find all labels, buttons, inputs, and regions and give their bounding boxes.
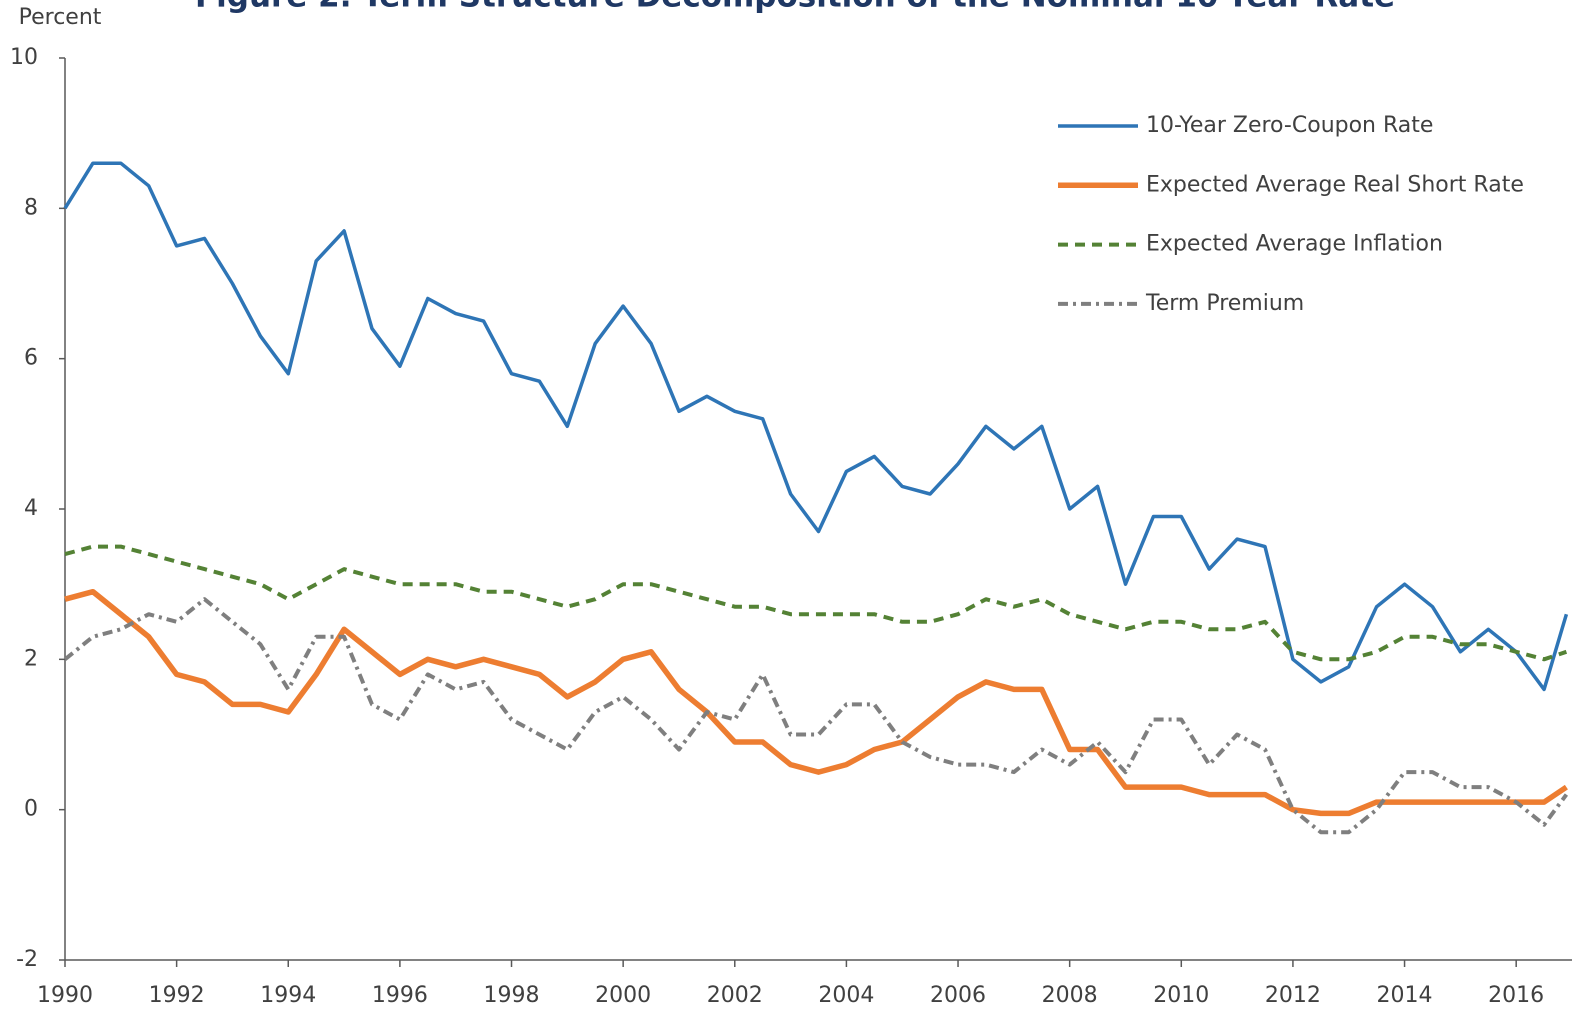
series-line: [63, 161, 1569, 692]
series-line: [64, 544, 1568, 662]
legend-label: 10-Year Zero-Coupon Rate: [1146, 113, 1433, 138]
x-tick-label: 2012: [1265, 983, 1321, 1008]
x-tick-label: 1996: [372, 983, 428, 1008]
legend-label: Expected Average Real Short Rate: [1146, 172, 1524, 197]
x-tick-label: 1990: [37, 983, 93, 1008]
y-tick-label: 10: [10, 45, 38, 70]
x-tick-label: 2014: [1377, 983, 1433, 1008]
x-tick-label: 1998: [484, 983, 540, 1008]
legend-label: Term Premium: [1145, 291, 1304, 316]
series-line: [64, 588, 1568, 817]
legend-label: Expected Average Inflation: [1146, 232, 1443, 257]
y-tick-label: 2: [24, 646, 38, 671]
y-tick-label: 0: [24, 797, 38, 822]
x-tick-label: 2002: [707, 983, 763, 1008]
x-tick-label: 2000: [595, 983, 651, 1008]
series-line: [63, 597, 1569, 835]
x-tick-label: 1992: [149, 983, 205, 1008]
x-tick-label: 2006: [930, 983, 986, 1008]
x-tick-label: 1994: [260, 983, 316, 1008]
x-tick-label: 2008: [1042, 983, 1098, 1008]
y-tick-label: 6: [24, 346, 38, 371]
chart-title: Figure 2. Term Structure Decomposition o…: [195, 0, 1395, 15]
y-tick-label: 8: [24, 195, 38, 220]
x-tick-label: 2010: [1153, 983, 1209, 1008]
y-tick-label: -2: [16, 947, 38, 972]
y-tick-label: 4: [24, 496, 38, 521]
x-tick-label: 2016: [1488, 983, 1544, 1008]
y-axis-label: Percent: [19, 5, 102, 30]
x-tick-label: 2004: [818, 983, 874, 1008]
